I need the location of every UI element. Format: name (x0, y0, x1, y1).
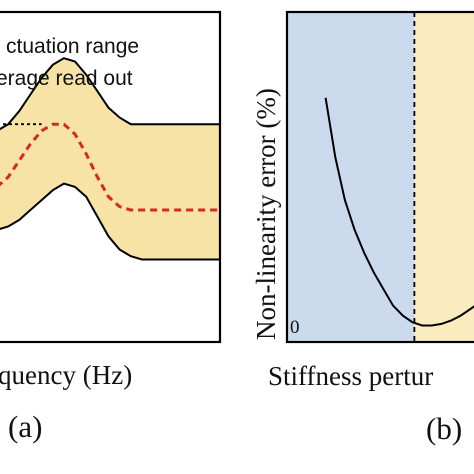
panel-a-tag: (a) (8, 409, 42, 444)
lower-bound-line (0, 182, 220, 261)
panel-a: ctuation range erage read out quency (Hz… (0, 10, 222, 444)
panel-a-plot-frame (0, 10, 222, 344)
panel-b-plot-frame (285, 10, 474, 344)
panel-b: Non-linearity error (%) 0 Stiffness pert… (251, 10, 474, 446)
panel-b-tag: (b) (426, 411, 462, 446)
upper-bound-line (0, 57, 220, 131)
panel-b-y-axis-label: Non-linearity error (%) (251, 88, 281, 340)
nonlinearity-error-curve (324, 97, 474, 327)
panel-b-y-origin-label: 0 (290, 317, 300, 338)
panel-b-x-axis-label: Stiffness pertur (268, 361, 433, 391)
region-1 (287, 12, 415, 342)
average-readout-line (0, 122, 220, 212)
legend-label-average-readout: erage read out (0, 67, 133, 90)
legend-label-actuation-range: ctuation range (6, 35, 139, 58)
panel-a-x-axis-label: quency (Hz) (0, 360, 132, 390)
region-2 (414, 12, 474, 342)
